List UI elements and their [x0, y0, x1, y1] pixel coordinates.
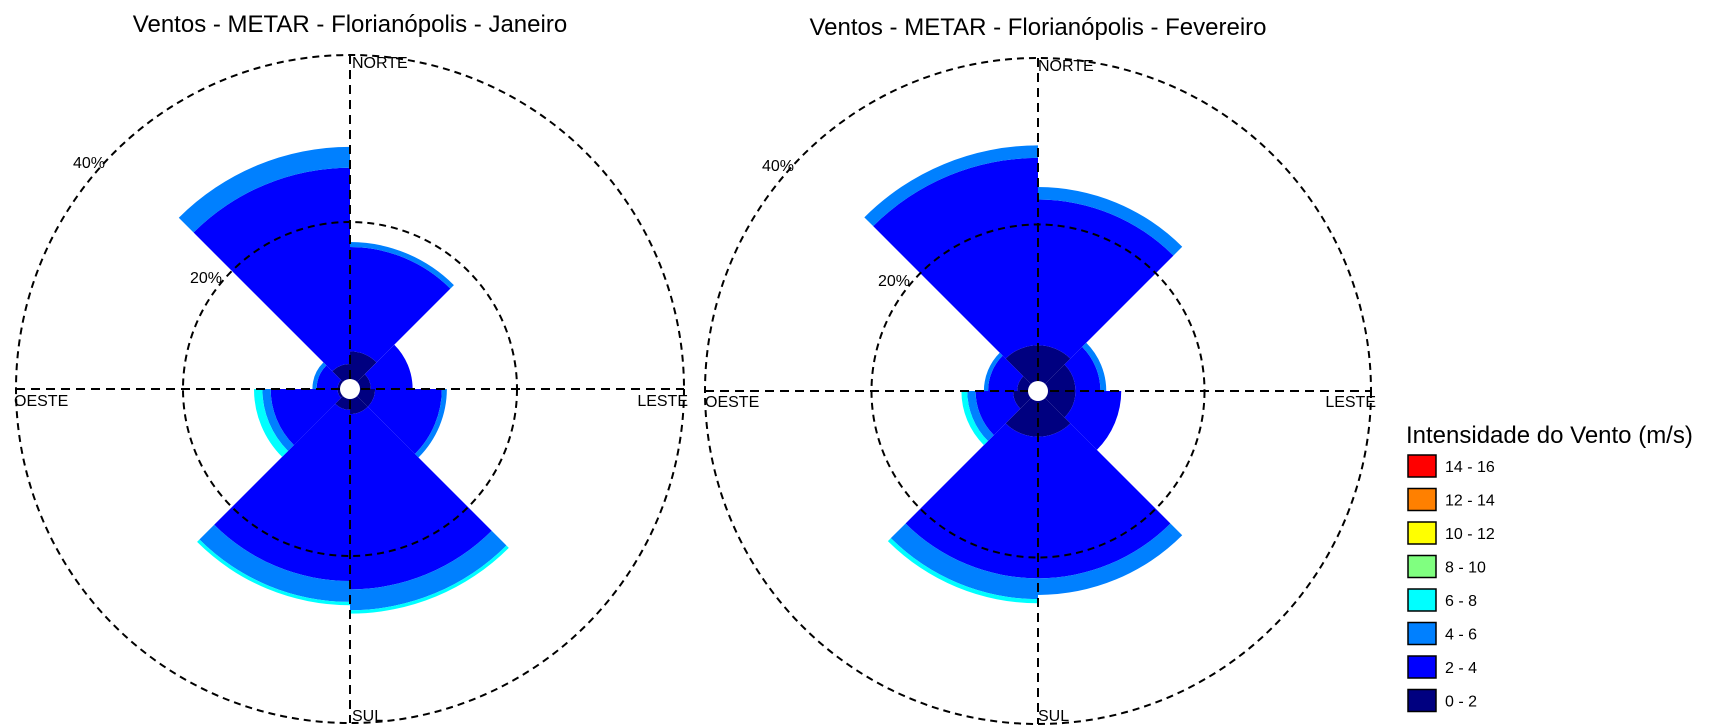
- sector-5-bin-1: [905, 423, 1038, 579]
- legend-label: 14 - 16: [1445, 459, 1495, 476]
- south-label-fevereiro: SUL: [1038, 708, 1069, 725]
- sector-1-bin-0: [350, 351, 377, 389]
- west-label-fevereiro: OESTE: [705, 394, 759, 411]
- sector-6-bin-3: [961, 391, 988, 446]
- east-label-janeiro: LESTE: [637, 393, 688, 410]
- sectors-fevereiro: [864, 145, 1183, 604]
- legend-swatch: [1407, 688, 1437, 713]
- legend-swatch: [1407, 454, 1437, 478]
- legend: Intensidade do Vento (m/s) 14 - 16 12 - 1…: [1406, 422, 1693, 713]
- sector-1-bin-1: [350, 247, 451, 363]
- sector-7-bin-1: [988, 355, 1024, 391]
- sector-4-bin-0: [1038, 391, 1071, 437]
- legend-label: 6 - 8: [1445, 593, 1477, 610]
- sector-2-bin-0: [1038, 364, 1076, 391]
- sector-4-bin-1: [350, 406, 492, 590]
- windrose-janeiro: Ventos - METAR - Florianópolis - Janeiro…: [14, 11, 688, 725]
- sector-7-bin-2: [312, 362, 327, 389]
- north-label-fevereiro: NORTE: [1038, 58, 1094, 75]
- south-label-janeiro: SUL: [352, 708, 383, 725]
- ring-label-40-janeiro: 40%: [73, 155, 105, 172]
- sector-3-bin-1: [1064, 391, 1122, 450]
- legend-title: Intensidade do Vento (m/s): [1406, 422, 1693, 449]
- ring-label-20-fevereiro: 20%: [878, 273, 910, 290]
- center-hole: [1028, 381, 1048, 401]
- sector-2-bin-2: [1082, 342, 1107, 391]
- sector-1-bin-1: [1038, 199, 1174, 359]
- sector-6-bin-1: [270, 389, 342, 446]
- legend-swatch: [1407, 521, 1437, 545]
- legend-swatch: [1407, 655, 1437, 679]
- sector-6-bin-2: [262, 389, 294, 451]
- legend-swatch: [1407, 554, 1437, 579]
- sector-6-bin-2: [967, 391, 994, 442]
- legend-label: 12 - 14: [1445, 493, 1495, 510]
- sector-0-bin-1: [193, 167, 350, 372]
- legend-label: 10 - 12: [1445, 526, 1495, 543]
- sector-2-bin-1: [1064, 346, 1101, 391]
- sector-0-bin-0: [1005, 345, 1038, 391]
- sector-5-bin-1: [214, 403, 350, 582]
- west-label-janeiro: OESTE: [14, 393, 68, 410]
- sector-5-bin-2: [199, 524, 350, 602]
- sector-4-bin-2: [350, 530, 507, 611]
- sector-4-bin-2: [1038, 523, 1183, 595]
- legend-swatch: [1407, 588, 1437, 612]
- axes-janeiro: [15, 54, 685, 724]
- legend-label: 8 - 10: [1445, 560, 1486, 577]
- legend-items: 14 - 16 12 - 14 10 - 12 8 - 10 6 - 8 4 - 6 2 -…: [1407, 454, 1495, 713]
- north-label-janeiro: NORTE: [352, 55, 408, 72]
- sectors-janeiro: [178, 146, 509, 614]
- legend-label: 4 - 6: [1445, 627, 1477, 644]
- sector-5-bin-0: [1005, 391, 1038, 437]
- sector-0-bin-1: [873, 157, 1038, 359]
- windrose-fevereiro: Ventos - METAR - Florianópolis - Feverei…: [704, 14, 1376, 725]
- legend-label: 0 - 2: [1445, 694, 1477, 711]
- chart-title-janeiro: Ventos - METAR - Florianópolis - Janeiro: [133, 11, 567, 38]
- sector-7-bin-1: [316, 365, 342, 389]
- sector-2-bin-1: [364, 344, 413, 389]
- ring-label-20-janeiro: 20%: [190, 270, 222, 287]
- sector-1-bin-0: [1038, 345, 1071, 391]
- legend-swatch: [1407, 487, 1437, 512]
- sector-0-bin-2: [864, 145, 1038, 227]
- sector-7-bin-2: [983, 352, 1003, 391]
- sector-5-bin-2: [890, 523, 1038, 600]
- axes-fevereiro: [704, 57, 1372, 725]
- chart-title-fevereiro: Ventos - METAR - Florianópolis - Feverei…: [809, 14, 1266, 41]
- sector-0-bin-2: [178, 146, 350, 233]
- east-label-fevereiro: LESTE: [1325, 394, 1376, 411]
- legend-label: 2 - 4: [1445, 660, 1477, 677]
- sector-6-bin-3: [253, 389, 289, 457]
- sector-6-bin-1: [975, 391, 1021, 436]
- center-hole: [340, 379, 360, 399]
- sector-1-bin-2: [350, 242, 454, 289]
- sector-3-bin-2: [414, 389, 447, 458]
- sector-3-bin-1: [367, 389, 442, 454]
- sector-3-bin-0: [1038, 391, 1076, 418]
- ring-label-40-fevereiro: 40%: [762, 158, 794, 175]
- sector-1-bin-2: [1038, 187, 1183, 256]
- legend-swatch: [1407, 621, 1437, 646]
- sector-4-bin-1: [1038, 423, 1171, 579]
